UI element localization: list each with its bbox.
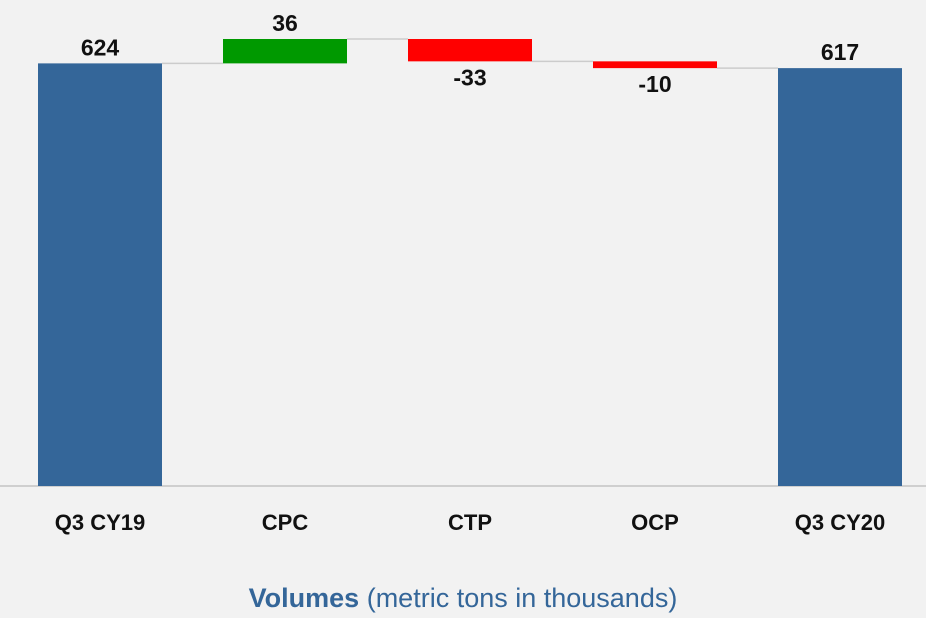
bar (778, 68, 902, 486)
data-label: -33 (453, 64, 486, 90)
x-tick-label: CTP (448, 510, 492, 535)
data-label: -10 (638, 71, 671, 97)
data-label: 617 (821, 39, 859, 65)
x-tick-label: Q3 CY19 (55, 510, 146, 535)
data-label: 36 (272, 10, 298, 36)
x-tick-label: CPC (262, 510, 309, 535)
x-tick-label: OCP (631, 510, 679, 535)
x-tick-label: Q3 CY20 (795, 510, 886, 535)
bar (38, 63, 162, 487)
title-rest: (metric tons in thousands) (367, 583, 678, 613)
title-bold: Volumes (249, 583, 360, 613)
chart-title: Volumes (metric tons in thousands) (249, 583, 678, 613)
bar (593, 61, 717, 69)
bar (408, 39, 532, 62)
bar (223, 39, 347, 64)
data-label: 624 (81, 34, 120, 60)
